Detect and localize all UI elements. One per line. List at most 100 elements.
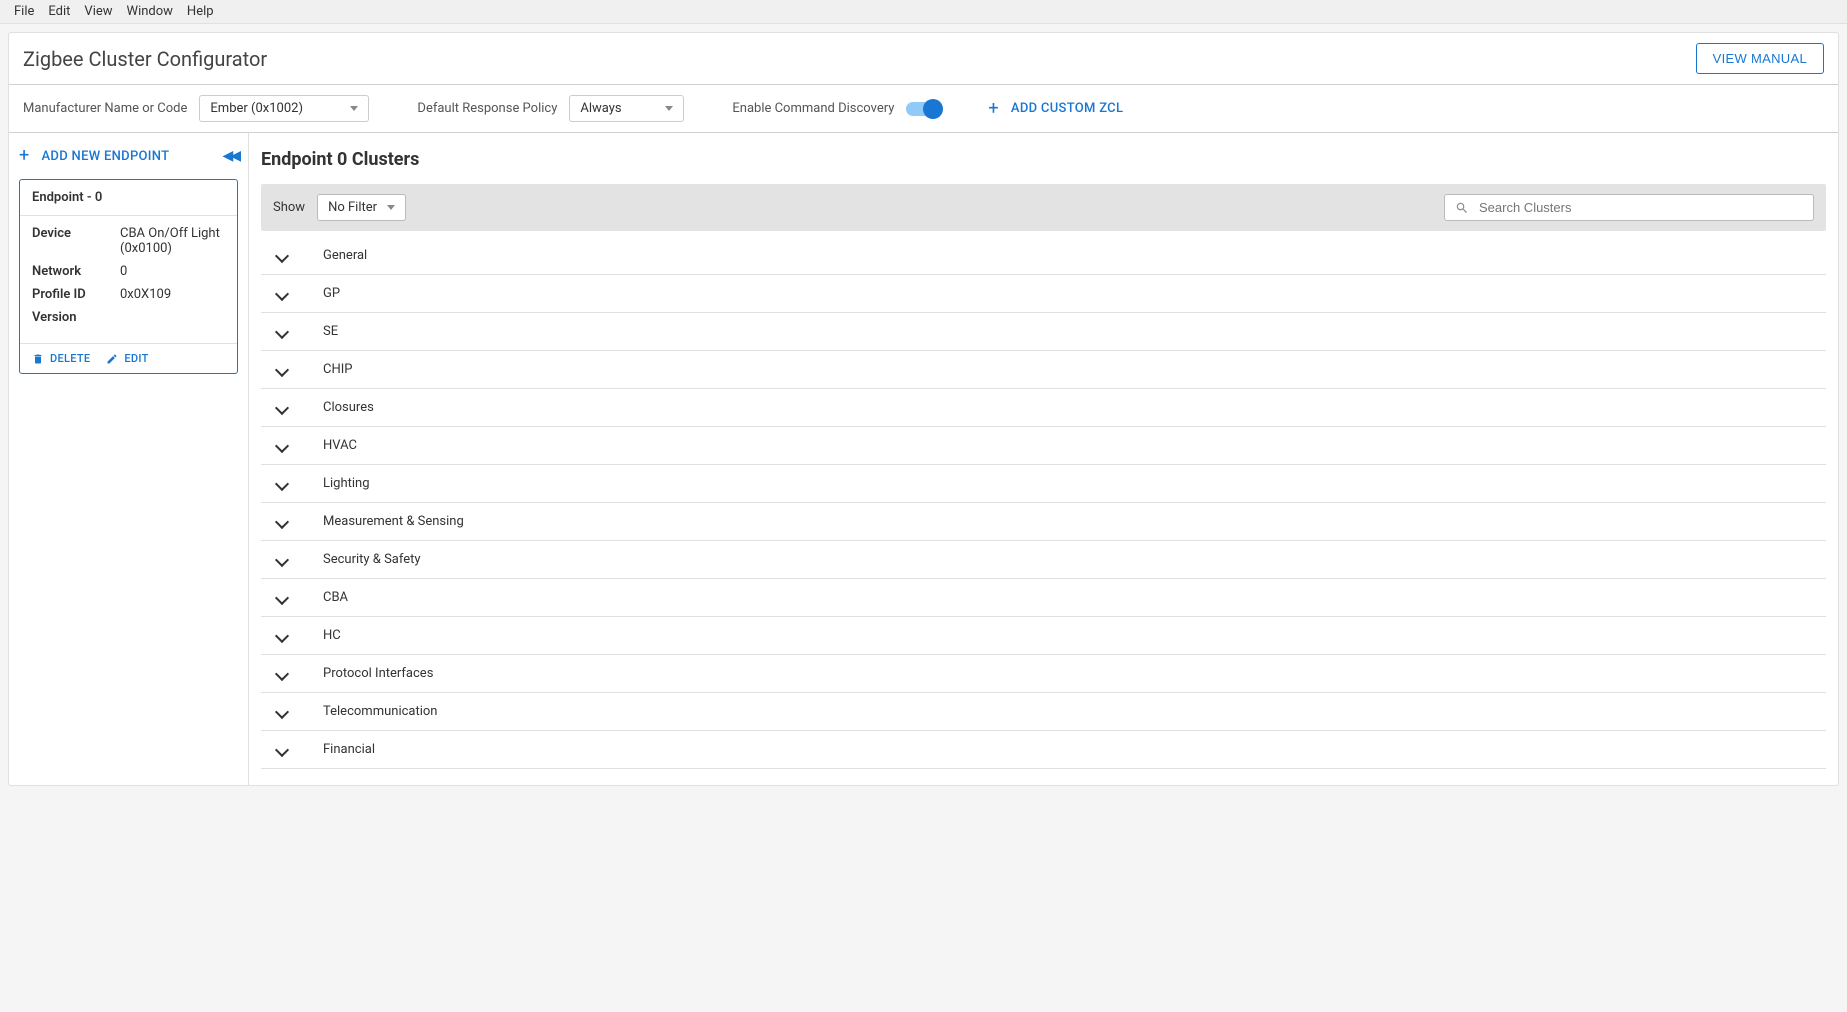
network-value: 0 <box>120 264 127 279</box>
menu-file[interactable]: File <box>8 2 40 21</box>
menu-view[interactable]: View <box>78 2 118 21</box>
cluster-name: SE <box>323 324 338 339</box>
cluster-row[interactable]: Lighting <box>261 465 1826 503</box>
cluster-row[interactable]: CHIP <box>261 351 1826 389</box>
cluster-row[interactable]: Closures <box>261 389 1826 427</box>
app-menubar: FileEditViewWindowHelp <box>0 0 1847 24</box>
view-manual-button[interactable]: VIEW MANUAL <box>1696 43 1824 74</box>
filter-bar: Show No Filter <box>261 184 1826 231</box>
cluster-list: General GP SE CHIP Closures HVAC Lighting Measu… <box>261 237 1826 769</box>
cluster-row[interactable]: General <box>261 237 1826 275</box>
network-label: Network <box>32 264 120 279</box>
response-policy-label: Default Response Policy <box>417 101 557 116</box>
cluster-name: CHIP <box>323 362 352 377</box>
device-label: Device <box>32 226 120 256</box>
add-endpoint-button[interactable]: + ADD NEW ENDPOINT <box>19 147 169 165</box>
cluster-name: HVAC <box>323 438 357 453</box>
pencil-icon <box>106 353 118 365</box>
chevron-down-icon <box>275 438 289 452</box>
manufacturer-value: Ember (0x1002) <box>210 101 303 116</box>
chevron-down-icon <box>275 248 289 262</box>
filter-value: No Filter <box>328 200 377 215</box>
add-custom-zcl-label: ADD CUSTOM ZCL <box>1011 101 1123 116</box>
show-label: Show <box>273 200 305 215</box>
cluster-row[interactable]: Protocol Interfaces <box>261 655 1826 693</box>
delete-endpoint-button[interactable]: DELETE <box>32 352 90 365</box>
chevron-down-icon <box>350 106 358 111</box>
cluster-name: HC <box>323 628 341 643</box>
trash-icon <box>32 353 44 365</box>
cluster-name: Protocol Interfaces <box>323 666 433 681</box>
manufacturer-group: Manufacturer Name or Code Ember (0x1002) <box>23 95 369 122</box>
response-policy-group: Default Response Policy Always <box>417 95 684 122</box>
add-custom-zcl-button[interactable]: + ADD CUSTOM ZCL <box>988 100 1123 118</box>
sidebar: + ADD NEW ENDPOINT ◀◀ Endpoint - 0 Devic… <box>9 133 249 785</box>
device-value: CBA On/Off Light (0x0100) <box>120 226 225 256</box>
chevron-down-icon <box>275 552 289 566</box>
chevron-down-icon <box>275 476 289 490</box>
cluster-row[interactable]: SE <box>261 313 1826 351</box>
cluster-name: Closures <box>323 400 374 415</box>
search-clusters-input[interactable] <box>1479 200 1803 215</box>
endpoint-card[interactable]: Endpoint - 0 Device CBA On/Off Light (0x… <box>19 179 238 374</box>
titlebar: Zigbee Cluster Configurator VIEW MANUAL <box>9 33 1838 85</box>
main-panel: Endpoint 0 Clusters Show No Filter Gener… <box>249 133 1838 785</box>
cluster-row[interactable]: GP <box>261 275 1826 313</box>
sidebar-header: + ADD NEW ENDPOINT ◀◀ <box>19 147 238 165</box>
cluster-name: Telecommunication <box>323 704 438 719</box>
endpoint-properties: Device CBA On/Off Light (0x0100) Network… <box>20 216 237 343</box>
cluster-name: CBA <box>323 590 348 605</box>
plus-icon: + <box>988 100 999 118</box>
chevron-down-icon <box>275 628 289 642</box>
app-title: Zigbee Cluster Configurator <box>23 47 267 71</box>
endpoint-actions: DELETE EDIT <box>20 343 237 373</box>
cluster-row[interactable]: Security & Safety <box>261 541 1826 579</box>
cluster-row[interactable]: Financial <box>261 731 1826 769</box>
chevron-down-icon <box>275 590 289 604</box>
cluster-row[interactable]: Measurement & Sensing <box>261 503 1826 541</box>
chevron-down-icon <box>275 666 289 680</box>
menu-help[interactable]: Help <box>181 2 220 21</box>
cluster-row[interactable]: Telecommunication <box>261 693 1826 731</box>
endpoint-card-header: Endpoint - 0 <box>20 180 237 216</box>
enable-discovery-toggle[interactable] <box>906 102 940 116</box>
discovery-group: Enable Command Discovery <box>732 101 940 116</box>
response-policy-dropdown[interactable]: Always <box>569 95 684 122</box>
profile-id-label: Profile ID <box>32 287 120 302</box>
edit-endpoint-button[interactable]: EDIT <box>106 352 148 365</box>
chevron-down-icon <box>275 400 289 414</box>
manufacturer-dropdown[interactable]: Ember (0x1002) <box>199 95 369 122</box>
body-layout: + ADD NEW ENDPOINT ◀◀ Endpoint - 0 Devic… <box>9 133 1838 785</box>
filter-dropdown[interactable]: No Filter <box>317 194 406 221</box>
cluster-name: Security & Safety <box>323 552 421 567</box>
add-endpoint-label: ADD NEW ENDPOINT <box>42 149 170 164</box>
chevron-down-icon <box>275 324 289 338</box>
chevron-down-icon <box>275 362 289 376</box>
search-clusters-box[interactable] <box>1444 194 1814 221</box>
enable-discovery-label: Enable Command Discovery <box>732 101 894 116</box>
version-label: Version <box>32 310 120 325</box>
main-window: Zigbee Cluster Configurator VIEW MANUAL … <box>8 32 1839 786</box>
chevron-down-icon <box>665 106 673 111</box>
cluster-row[interactable]: HVAC <box>261 427 1826 465</box>
chevron-down-icon <box>275 514 289 528</box>
chevron-down-icon <box>275 742 289 756</box>
cluster-name: Financial <box>323 742 375 757</box>
chevron-down-icon <box>275 286 289 300</box>
edit-label: EDIT <box>124 352 148 365</box>
cluster-row[interactable]: HC <box>261 617 1826 655</box>
cluster-name: Lighting <box>323 476 370 491</box>
menu-window[interactable]: Window <box>121 2 179 21</box>
chevron-down-icon <box>275 704 289 718</box>
delete-label: DELETE <box>50 352 90 365</box>
config-toolbar: Manufacturer Name or Code Ember (0x1002)… <box>9 85 1838 133</box>
cluster-name: General <box>323 248 367 263</box>
manufacturer-label: Manufacturer Name or Code <box>23 101 187 116</box>
response-policy-value: Always <box>580 101 621 116</box>
collapse-sidebar-icon[interactable]: ◀◀ <box>222 148 238 164</box>
plus-icon: + <box>19 147 30 165</box>
cluster-row[interactable]: CBA <box>261 579 1826 617</box>
chevron-down-icon <box>387 205 395 210</box>
menu-edit[interactable]: Edit <box>42 2 76 21</box>
cluster-name: Measurement & Sensing <box>323 514 464 529</box>
